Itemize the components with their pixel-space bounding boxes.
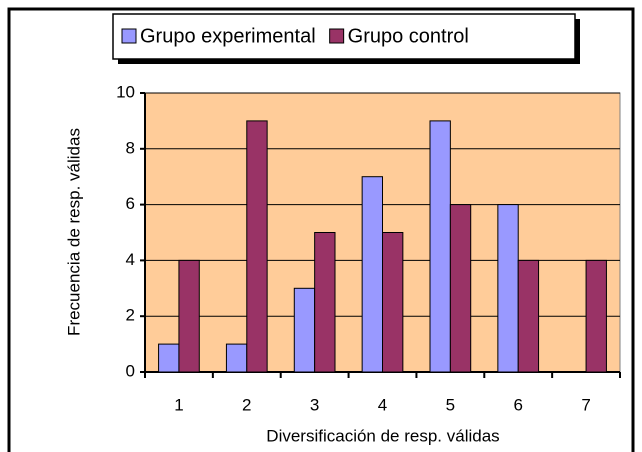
bar xyxy=(585,259,607,373)
bar xyxy=(382,232,404,373)
bar xyxy=(497,204,519,373)
bar xyxy=(225,343,248,373)
bar xyxy=(158,343,180,373)
bar xyxy=(246,120,268,373)
legend-swatch xyxy=(121,28,137,44)
y-tick-label: 6 xyxy=(126,194,135,213)
x-tick-label: 2 xyxy=(242,395,251,414)
bar xyxy=(314,232,336,373)
y-tick-label: 0 xyxy=(126,361,135,380)
bar xyxy=(178,259,200,373)
y-tick-label: 10 xyxy=(116,82,135,101)
x-axis-label: Diversificación de resp. válidas xyxy=(266,426,499,445)
legend-label: Grupo experimental xyxy=(140,25,316,47)
bar xyxy=(429,120,451,373)
x-tick-label: 4 xyxy=(378,395,387,414)
x-tick-label: 3 xyxy=(310,395,319,414)
y-tick-label: 8 xyxy=(126,138,135,157)
bar xyxy=(517,259,540,373)
y-tick-label: 4 xyxy=(126,250,135,269)
bar xyxy=(361,176,383,373)
y-tick-label: 2 xyxy=(126,306,135,325)
x-tick-label: 7 xyxy=(581,395,590,414)
legend-swatch xyxy=(329,28,345,44)
x-tick-label: 1 xyxy=(174,395,183,414)
x-tick-label: 6 xyxy=(513,395,522,414)
bar xyxy=(293,287,316,373)
y-axis-label: Frecuencia de resp. válidas xyxy=(64,128,83,336)
x-tick-label: 5 xyxy=(446,395,455,414)
bar xyxy=(449,204,472,373)
legend-label: Grupo control xyxy=(348,25,469,47)
